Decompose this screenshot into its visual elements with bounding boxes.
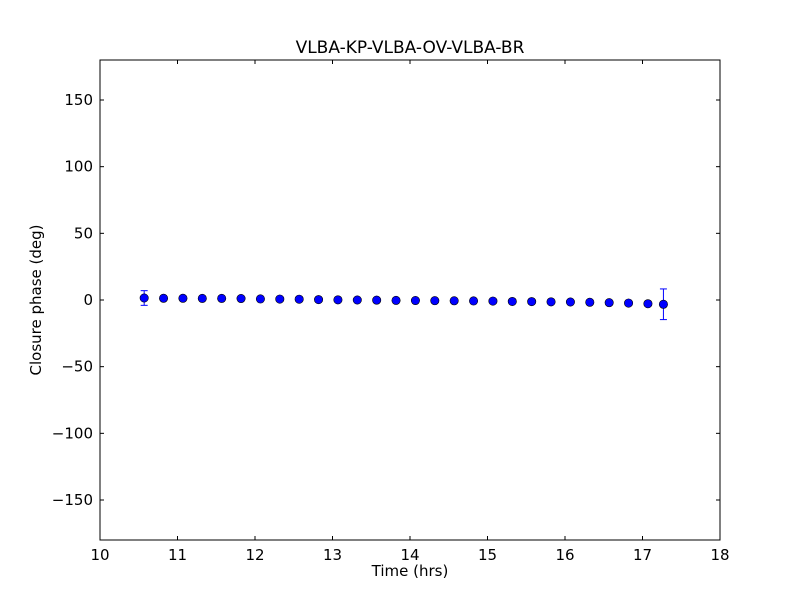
data-point xyxy=(352,295,362,305)
data-point xyxy=(585,297,595,307)
data-point xyxy=(391,295,401,305)
data-point xyxy=(604,298,614,308)
data-point xyxy=(372,295,382,305)
y-tick-label: 100 xyxy=(64,158,93,176)
x-axis-label: Time (hrs) xyxy=(371,562,449,580)
data-point xyxy=(139,293,149,303)
data-point xyxy=(449,296,459,306)
data-point xyxy=(488,296,498,306)
data-point xyxy=(197,293,207,303)
data-point xyxy=(643,299,653,309)
x-tick-label: 16 xyxy=(555,546,574,564)
axis-ticks: 10 11 12 13 14 15 16 17 18 −150 −100 −50 0 50 100 150 xyxy=(52,60,730,564)
data-point xyxy=(178,293,188,303)
x-tick-label: 17 xyxy=(633,546,652,564)
data-point xyxy=(236,294,246,304)
data-point xyxy=(333,295,343,305)
plot-frame xyxy=(99,59,721,541)
data-point xyxy=(469,296,479,306)
data-point xyxy=(527,297,537,307)
data-point xyxy=(546,297,556,307)
y-tick-label: 0 xyxy=(83,291,93,309)
y-tick-label: 150 xyxy=(64,91,93,109)
data-point xyxy=(314,295,324,305)
data-point xyxy=(507,296,517,306)
x-tick-label: 14 xyxy=(400,546,419,564)
data-points xyxy=(139,288,668,321)
data-point xyxy=(275,294,285,304)
data-point xyxy=(255,294,265,304)
x-tick-label: 10 xyxy=(90,546,109,564)
x-tick-label: 18 xyxy=(710,546,729,564)
y-tick-label: −150 xyxy=(52,491,93,509)
y-tick-label: −100 xyxy=(52,424,93,442)
chart-title: VLBA-KP-VLBA-OV-VLBA-BR xyxy=(296,38,525,58)
x-tick-label: 12 xyxy=(245,546,264,564)
y-axis-label: Closure phase (deg) xyxy=(27,225,45,376)
y-tick-label: −50 xyxy=(61,358,93,376)
data-point xyxy=(217,293,227,303)
data-point xyxy=(565,297,575,307)
x-tick-label: 15 xyxy=(478,546,497,564)
data-point xyxy=(159,293,169,303)
data-point xyxy=(430,296,440,306)
x-tick-label: 11 xyxy=(168,546,187,564)
y-tick-label: 50 xyxy=(74,224,93,242)
data-point xyxy=(410,296,420,306)
data-point xyxy=(294,294,304,304)
data-point xyxy=(624,298,634,308)
x-tick-label: 13 xyxy=(323,546,342,564)
data-point xyxy=(658,299,668,309)
